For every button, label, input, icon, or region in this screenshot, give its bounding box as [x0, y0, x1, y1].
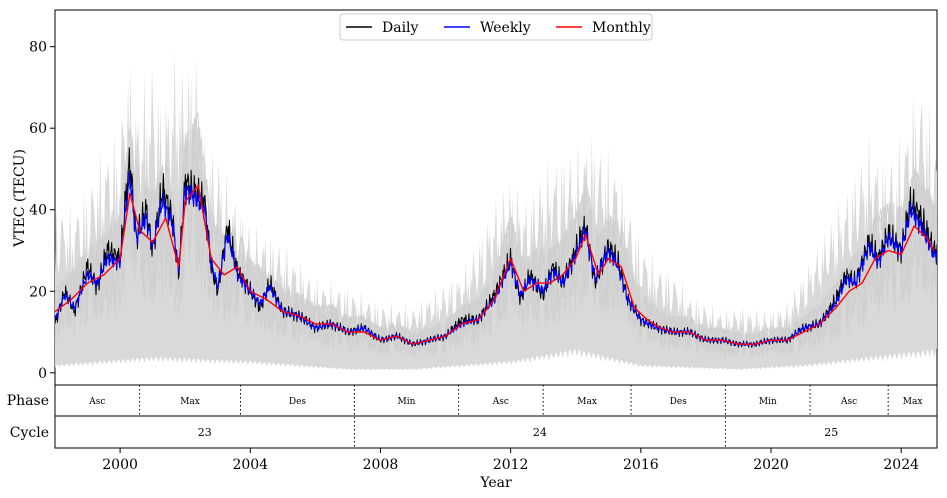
cycle-segment-label: 25	[824, 426, 838, 439]
x-tick-label: 2004	[232, 457, 268, 473]
station-trace	[55, 115, 937, 357]
y-tick-label: 40	[29, 203, 47, 219]
y-axis: 0 20 40 60 80	[29, 40, 55, 382]
plot-layer	[55, 48, 937, 371]
phase-layer: Asc Max Des Min Asc Max Des Min Asc Max	[88, 385, 922, 416]
y-axis-label: VTEC (TECU)	[12, 149, 28, 248]
legend-monthly-label: Monthly	[592, 20, 651, 36]
x-tick-label: 2020	[753, 457, 789, 473]
x-tick-label: 2000	[102, 457, 138, 473]
y-tick-label: 0	[38, 366, 47, 382]
cycle-row-label: Cycle	[10, 425, 49, 441]
station-envelope	[55, 48, 937, 371]
phase-row-label: Phase	[7, 393, 49, 409]
y-tick-label: 60	[29, 121, 47, 137]
phase-segment-label: Asc	[492, 397, 509, 407]
cycle-segment-label: 24	[533, 426, 547, 439]
phase-segment-label: Max	[903, 397, 923, 407]
x-tick-label: 2016	[623, 457, 659, 473]
legend-box	[339, 13, 653, 41]
plot-series	[55, 48, 937, 371]
legend-daily-label: Daily	[382, 20, 419, 36]
legend-weekly-label: Weekly	[480, 20, 531, 36]
phase-segment-label: Des	[670, 397, 688, 407]
cycle-segment-label: 23	[198, 426, 212, 439]
phase-segment-label: Max	[577, 397, 597, 407]
x-axis-label: Year	[479, 475, 512, 491]
y-tick-label: 20	[29, 284, 47, 300]
phase-segment-label: Des	[289, 397, 307, 407]
x-axis: 2000 2004 2008 2012 2016 2020 2024	[102, 448, 919, 473]
x-tick-label: 2012	[493, 457, 529, 473]
phase-segment-label: Asc	[88, 397, 105, 407]
phase-segment-label: Min	[398, 397, 416, 407]
x-tick-label: 2008	[363, 457, 399, 473]
legend: Daily Weekly Monthly	[339, 13, 653, 41]
phase-segment-label: Max	[180, 397, 200, 407]
monthly-series-line	[55, 184, 935, 345]
cycle-row-frame	[54, 415, 938, 449]
y-tick-label: 80	[29, 40, 47, 56]
cycle-layer: 23 24 25	[198, 385, 838, 448]
x-tick-label: 2024	[883, 457, 919, 473]
phase-segment-label: Min	[759, 397, 777, 407]
phase-segment-label: Asc	[840, 397, 857, 407]
